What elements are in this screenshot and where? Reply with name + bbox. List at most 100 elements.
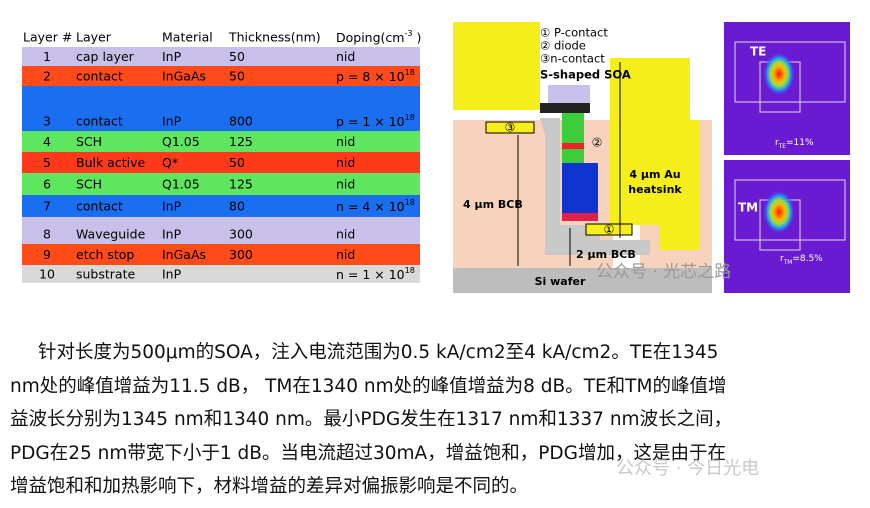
watermark: 公众号 · 今日光电 — [616, 458, 760, 479]
table-cell: n = 1 × 1018 — [336, 265, 415, 282]
marker: ③ — [505, 121, 516, 135]
table-cell: SCH — [76, 134, 102, 149]
table-cell-sup: 18 — [405, 197, 415, 207]
table-cell: 50 — [229, 49, 245, 64]
table-cell: 1 — [43, 49, 51, 64]
table-header: Layer # — [23, 30, 72, 45]
table-cell: InGaAs — [162, 247, 206, 262]
mode-ratio-text: =8.5% — [792, 254, 823, 264]
table-cell: 6 — [43, 177, 51, 192]
table-cell: cap layer — [76, 49, 135, 64]
table-row — [22, 152, 420, 173]
table-cell: Q1.05 — [162, 134, 200, 149]
table-header-text: ) — [413, 30, 422, 45]
diagram-title: S-shaped SOA — [540, 68, 631, 82]
legend-item: ① P-contact — [540, 26, 608, 40]
mode-label: TM — [738, 201, 758, 215]
table-cell: InP — [162, 267, 182, 282]
table-cell: 300 — [229, 227, 253, 242]
table-cell: contact — [76, 114, 123, 129]
table-cell: Q1.05 — [162, 177, 200, 192]
table-cell: 50 — [229, 69, 245, 84]
table-cell-text: p = 1 × 10 — [336, 114, 405, 129]
table-cell: p = 8 × 1018 — [336, 67, 415, 84]
legend-item: ② diode — [540, 39, 586, 53]
table-cell: Bulk active — [76, 155, 145, 170]
legend-item: ③n-contact — [540, 52, 605, 66]
paragraph-line: nm处的峰值增益为11.5 dB， TM在1340 nm处的峰值增益为8 dB。… — [10, 375, 727, 397]
table-cell: 10 — [39, 267, 55, 282]
table-cell: 4 — [43, 134, 51, 149]
mode-ratio-text: =11% — [786, 138, 814, 148]
table-cell: 9 — [43, 247, 51, 262]
table-row — [22, 66, 420, 86]
table-cell: contact — [76, 199, 123, 214]
table-cell: 2 — [43, 69, 51, 84]
marker: ① — [604, 223, 615, 237]
table-cell: 8 — [43, 227, 51, 242]
table-cell: InP — [162, 199, 182, 214]
table-row — [22, 47, 420, 66]
table-header: Doping(cm-3 ) — [336, 28, 421, 45]
mode-profile — [763, 52, 795, 96]
mode-ratio: rTM=8.5% — [780, 254, 823, 266]
table-cell: nid — [336, 227, 355, 242]
mode-ratio-sub: TE — [778, 144, 787, 150]
table-cell: 7 — [43, 199, 51, 214]
mode-ratio-sub: TM — [783, 260, 793, 266]
table-cell: 50 — [229, 155, 245, 170]
table-cell-sup: 18 — [405, 67, 415, 77]
table-cell: InP — [162, 49, 182, 64]
table-cell: SCH — [76, 177, 102, 192]
table-row — [22, 244, 420, 265]
table-header: Material — [162, 30, 213, 45]
table-cell: 80 — [229, 199, 245, 214]
table-row — [22, 265, 420, 283]
table-cell: nid — [336, 177, 355, 192]
table-cell-sup: 18 — [405, 112, 415, 122]
table-cell: Q* — [162, 155, 178, 170]
table-cell: InGaAs — [162, 69, 206, 84]
table-cell: 800 — [229, 114, 253, 129]
heatsink-label: 4 μm Au — [629, 168, 680, 181]
table-row — [22, 173, 420, 195]
table-header: Layer — [76, 30, 112, 45]
table-cell-text: p = 8 × 10 — [336, 69, 405, 84]
paragraph-line: 增益饱和和加热影响下，材料增益的差异对偏振影响是不同的。 — [10, 476, 529, 497]
heatsink-label: heatsink — [628, 183, 682, 196]
table-cell: nid — [336, 247, 355, 262]
bcb-label: 4 μm BCB — [463, 198, 523, 211]
table-cell: 300 — [229, 247, 253, 262]
table-cell: Waveguide — [76, 227, 146, 242]
marker: ② — [592, 136, 603, 150]
mode-ratio-text: r — [780, 254, 784, 264]
paragraph-line: 针对长度为500μm的SOA，注入电流范围为0.5 kA/cm2至4 kA/cm… — [38, 342, 719, 363]
figure: Layer # Layer Material Thickness(nm) Doping(… — [22, 22, 850, 293]
watermark: 公众号 · 光芯之路 — [596, 262, 731, 282]
paragraph: 针对长度为500μm的SOA，注入电流范围为0.5 kA/cm2至4 kA/cm… — [10, 336, 870, 504]
table-header-text: Doping(cm — [336, 30, 404, 45]
mode-outline — [734, 41, 846, 103]
mode-ratio-text: r — [775, 138, 779, 148]
table-cell: p = 1 × 1018 — [336, 112, 415, 129]
table-cell-sup: 18 — [405, 265, 415, 275]
paragraph-line: 益波长分别为1345 nm和1340 nm。最小PDG发生在1317 nm和13… — [10, 409, 733, 430]
table-cell-text: n = 4 × 10 — [336, 199, 405, 214]
table-cell-text: n = 1 × 10 — [336, 267, 405, 282]
table-cell: 125 — [229, 134, 253, 149]
table-cell: InP — [162, 227, 182, 242]
table-row — [22, 131, 420, 152]
mode-outline — [734, 179, 846, 241]
table-cell: n = 4 × 1018 — [336, 197, 415, 214]
table-row — [22, 217, 420, 244]
table-cell: substrate — [76, 267, 135, 282]
mode-label: TE — [750, 45, 766, 59]
table-cell: 125 — [229, 177, 253, 192]
table-cell: etch stop — [76, 247, 134, 262]
table-cell: nid — [336, 134, 355, 149]
table-header-bg — [22, 27, 420, 47]
bcb-label: 2 μm BCB — [576, 248, 636, 261]
table-row — [22, 86, 420, 131]
wafer-label: Si wafer — [535, 275, 586, 288]
